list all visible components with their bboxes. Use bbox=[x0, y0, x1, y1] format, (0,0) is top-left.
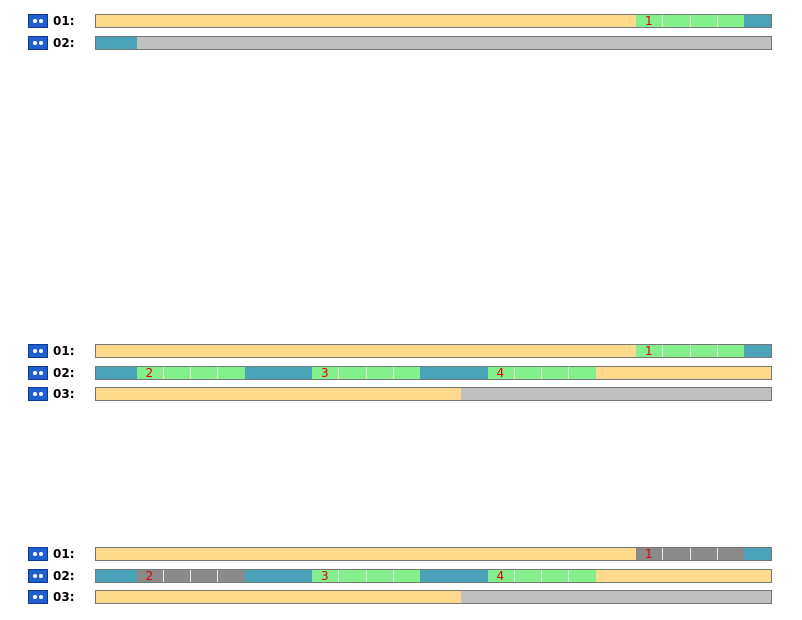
block-segment: 2 bbox=[136, 568, 245, 583]
tape-bar: 1 bbox=[95, 547, 772, 561]
fill-segment bbox=[96, 591, 461, 603]
row-label: 02: bbox=[53, 365, 75, 380]
block-cell bbox=[689, 15, 717, 27]
tape-bar: 2 3 4 bbox=[95, 365, 772, 380]
block-cell bbox=[541, 569, 568, 582]
block-segment: 1 bbox=[636, 15, 744, 27]
fill-segment bbox=[595, 366, 771, 379]
fill-segment bbox=[96, 345, 636, 357]
block-cell bbox=[338, 366, 365, 379]
block-cell bbox=[689, 548, 717, 560]
row-label: 03: bbox=[53, 387, 75, 401]
block-cell bbox=[568, 569, 595, 582]
fill-segment bbox=[96, 388, 461, 400]
fill-segment bbox=[420, 366, 488, 379]
block-label: 3 bbox=[321, 365, 329, 380]
fill-segment bbox=[744, 345, 771, 357]
block-cell bbox=[392, 366, 420, 379]
fill-segment bbox=[595, 569, 771, 582]
tape-icon bbox=[28, 344, 48, 358]
block-cell bbox=[513, 366, 541, 379]
block-cell bbox=[689, 345, 717, 357]
tape-icon bbox=[28, 14, 48, 28]
block-cell bbox=[716, 548, 744, 560]
block-label: 1 bbox=[645, 547, 653, 561]
block-cell bbox=[662, 15, 689, 27]
block-cell bbox=[716, 345, 744, 357]
tape-icon bbox=[28, 568, 48, 583]
tape-icon bbox=[28, 387, 48, 401]
fill-segment bbox=[244, 569, 312, 582]
fill-segment bbox=[744, 15, 771, 27]
block-segment: 1 bbox=[636, 548, 744, 560]
block-cell bbox=[392, 569, 420, 582]
tape-icon bbox=[28, 365, 48, 380]
block-cell bbox=[217, 366, 244, 379]
block-cell bbox=[513, 569, 541, 582]
block-cell bbox=[568, 366, 595, 379]
block-cell bbox=[662, 345, 689, 357]
tape-bar bbox=[95, 590, 772, 604]
tape-icon bbox=[28, 547, 48, 561]
block-label: 4 bbox=[496, 568, 505, 583]
block-label: 1 bbox=[645, 14, 653, 28]
fill-segment bbox=[96, 36, 137, 49]
fill-segment bbox=[744, 548, 771, 560]
tape-bar bbox=[95, 35, 772, 50]
fill-segment bbox=[136, 36, 771, 49]
block-label: 1 bbox=[645, 344, 653, 358]
fill-segment bbox=[96, 548, 636, 560]
block-label: 4 bbox=[496, 365, 505, 380]
row-label: 02: bbox=[53, 35, 75, 50]
block-cell bbox=[162, 569, 190, 582]
block-label: 2 bbox=[145, 365, 154, 380]
block-cell bbox=[190, 569, 217, 582]
row-label: 03: bbox=[53, 590, 75, 604]
row-label: 01: bbox=[53, 344, 75, 358]
row-label: 02: bbox=[53, 568, 75, 583]
block-segment: 4 bbox=[487, 568, 596, 583]
fill-segment bbox=[460, 591, 771, 603]
tape-icon bbox=[28, 35, 48, 50]
tape-bar: 1 bbox=[95, 14, 772, 28]
block-segment: 3 bbox=[312, 365, 420, 380]
block-segment: 4 bbox=[487, 365, 596, 380]
block-cell bbox=[338, 569, 365, 582]
block-cell bbox=[662, 548, 689, 560]
tape-bar: 1 bbox=[95, 344, 772, 358]
tape-icon bbox=[28, 590, 48, 604]
block-segment: 1 bbox=[636, 345, 744, 357]
block-cell bbox=[716, 15, 744, 27]
fill-segment bbox=[460, 388, 771, 400]
fill-segment bbox=[244, 366, 312, 379]
row-label: 01: bbox=[53, 14, 75, 28]
fill-segment bbox=[96, 15, 636, 27]
block-cell bbox=[217, 569, 244, 582]
block-segment: 3 bbox=[312, 568, 420, 583]
fill-segment bbox=[96, 569, 137, 582]
block-label: 2 bbox=[145, 568, 154, 583]
row-label: 01: bbox=[53, 547, 75, 561]
block-cell bbox=[541, 366, 568, 379]
block-label: 3 bbox=[321, 568, 329, 583]
tape-bar bbox=[95, 387, 772, 401]
block-cell bbox=[190, 366, 217, 379]
block-segment: 2 bbox=[136, 365, 245, 380]
fill-segment bbox=[420, 569, 488, 582]
tape-bar: 2 3 4 bbox=[95, 568, 772, 583]
block-cell bbox=[162, 366, 190, 379]
block-cell bbox=[365, 366, 393, 379]
block-cell bbox=[365, 569, 393, 582]
fill-segment bbox=[96, 366, 137, 379]
